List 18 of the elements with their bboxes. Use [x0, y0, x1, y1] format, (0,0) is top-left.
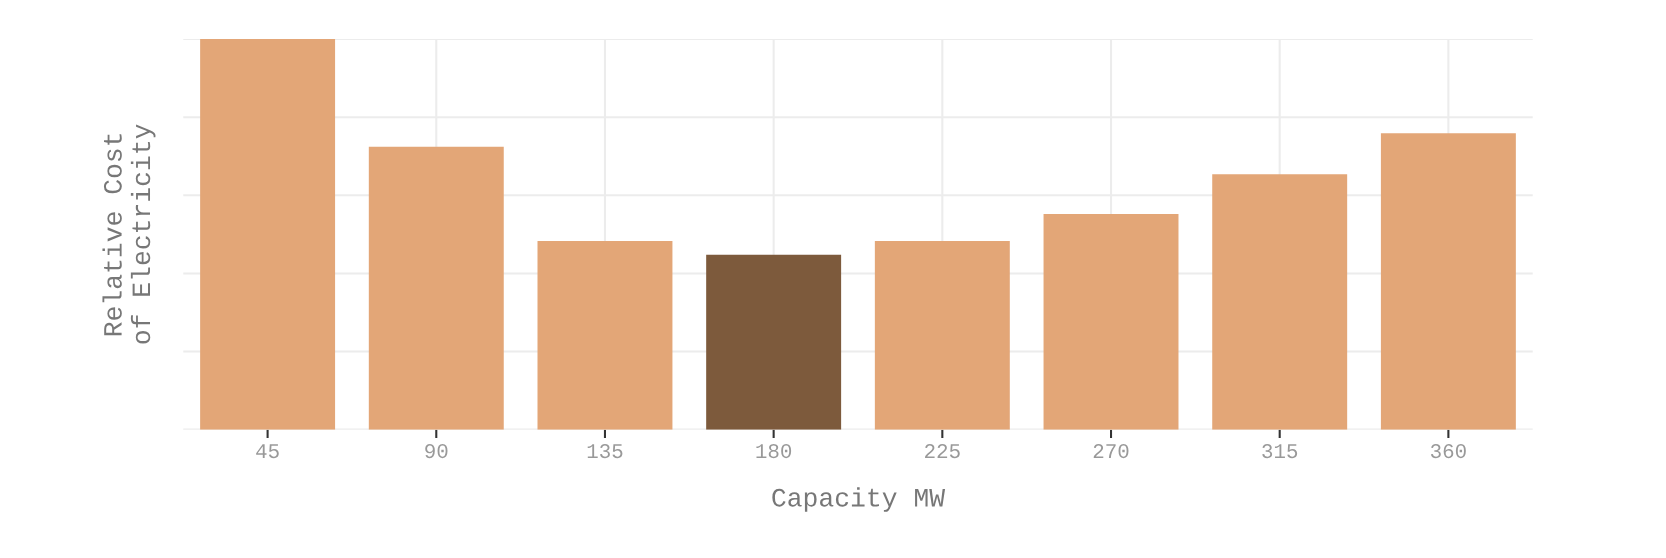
- x-tick-label: 315: [1262, 444, 1298, 459]
- x-tick-label: 135: [587, 444, 623, 459]
- bar: [706, 254, 842, 430]
- bar: [1380, 133, 1516, 430]
- x-tick-label: 225: [925, 444, 960, 459]
- x-tick-label: 360: [1430, 444, 1466, 459]
- bar: [368, 146, 504, 430]
- y-axis-title: Relative Cost of Electricity: [102, 124, 156, 344]
- bar: [1212, 174, 1348, 430]
- bar: [1043, 214, 1179, 430]
- x-tick-label: 90: [425, 444, 448, 459]
- x-tick-label: 180: [756, 444, 792, 459]
- x-tick-label: 45: [256, 444, 279, 459]
- x-tick-label: 270: [1093, 444, 1129, 459]
- bar: [537, 241, 673, 430]
- bar: [874, 241, 1010, 430]
- x-axis-title: Capacity MW: [772, 487, 946, 512]
- bar: [200, 39, 336, 430]
